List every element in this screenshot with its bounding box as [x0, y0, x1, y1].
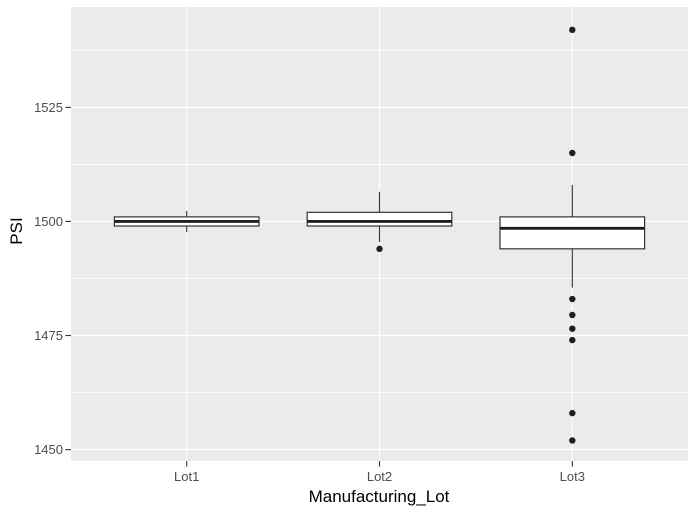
y-tick-label: 1525 — [34, 100, 63, 115]
outlier-point — [569, 311, 576, 319]
outlier-point — [569, 149, 576, 157]
outlier-point — [569, 336, 576, 344]
y-tick-label: 1500 — [34, 214, 63, 229]
outlier-point — [569, 437, 576, 444]
x-tick-label: Lot3 — [560, 469, 585, 484]
boxplot-box — [499, 216, 646, 250]
x-axis-title: Manufacturing_Lot — [308, 487, 450, 506]
outlier-point — [569, 26, 576, 34]
x-tick-label: Lot2 — [367, 469, 392, 484]
outlier-point — [569, 325, 576, 332]
y-axis-title: PSI — [7, 217, 26, 245]
outlier-point — [376, 245, 383, 253]
y-tick-label: 1450 — [34, 442, 63, 457]
outlier-point — [569, 409, 576, 417]
x-tick-label: Lot1 — [174, 469, 199, 484]
boxplot-box — [306, 211, 453, 227]
y-tick-label: 1475 — [34, 328, 63, 343]
outlier-point — [569, 295, 576, 303]
